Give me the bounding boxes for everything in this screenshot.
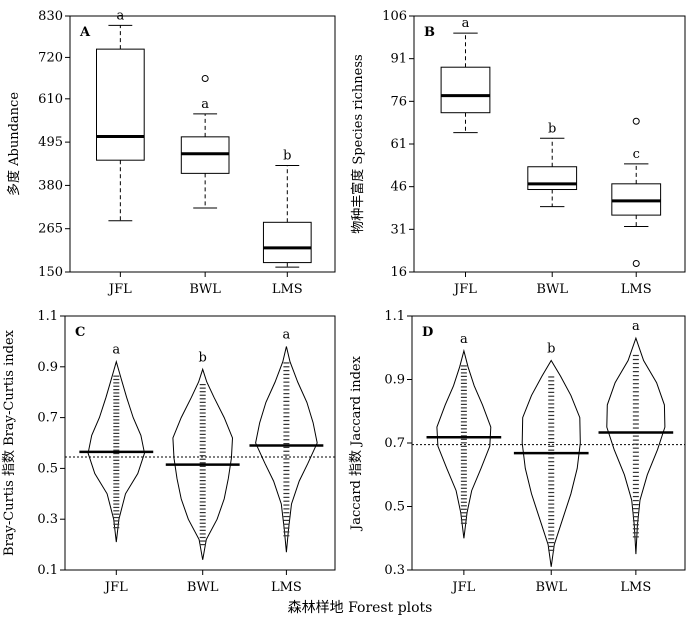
y-axis-title: 多度 Abundance xyxy=(6,92,22,196)
significance-letter: a xyxy=(116,8,124,23)
iqr-box xyxy=(96,48,145,161)
x-category-label: LMS xyxy=(620,580,651,595)
panel-C: 0.1 0.3 0.5 0.7 0.9 1.1 JFL BWL LMS C Bray-Curtis … xyxy=(2,309,336,595)
violin-JFL: a xyxy=(426,332,502,539)
y-tick-label: 610 xyxy=(38,92,63,107)
violin-outline xyxy=(172,367,234,560)
y-tick-label: 265 xyxy=(38,222,63,237)
violin-outline xyxy=(87,359,146,543)
y-tick-label: 31 xyxy=(390,222,407,237)
box-LMS: c xyxy=(611,117,662,267)
significance-letter: c xyxy=(633,147,640,162)
y-tick-label: 0.9 xyxy=(37,360,58,375)
x-category-label: JFL xyxy=(107,282,132,297)
significance-letter: a xyxy=(283,327,291,342)
violin-LMS: a xyxy=(598,319,674,555)
outlier-point xyxy=(632,259,640,267)
box-JFL: a xyxy=(440,16,491,134)
iqr-box xyxy=(527,166,578,191)
x-category-label: JFL xyxy=(450,580,475,595)
box-BWL: a xyxy=(180,74,230,209)
violin-outline xyxy=(606,336,666,555)
x-category-label: BWL xyxy=(535,580,567,595)
significance-letter: b xyxy=(199,350,207,365)
violin-JFL: a xyxy=(79,343,154,543)
panel-letter: B xyxy=(424,25,435,40)
y-tick-label: 380 xyxy=(38,178,63,193)
y-tick-label: 495 xyxy=(38,135,63,150)
plot-frame xyxy=(413,15,686,273)
y-tick-label: 91 xyxy=(390,52,407,67)
significance-letter: b xyxy=(283,148,291,163)
iqr-box xyxy=(262,221,312,264)
y-tick-label: 0.1 xyxy=(37,563,58,578)
y-tick-label: 46 xyxy=(390,180,407,195)
box-LMS: b xyxy=(262,148,312,268)
y-tick-label: 830 xyxy=(38,9,63,24)
plot-frame xyxy=(69,15,336,273)
y-tick-label: 76 xyxy=(390,94,407,109)
significance-letter: b xyxy=(548,121,556,136)
violin-outline xyxy=(436,348,492,539)
y-tick-label: 16 xyxy=(390,265,407,280)
violin-outline xyxy=(521,359,581,567)
x-category-label: LMS xyxy=(272,282,303,297)
y-tick-label: 0.3 xyxy=(37,512,58,527)
y-tick-label: 0.3 xyxy=(384,563,405,578)
y-tick-label: 0.7 xyxy=(37,411,58,426)
outlier-point xyxy=(632,117,640,125)
x-axis-title: 森林样地 Forest plots xyxy=(288,600,433,616)
panel-A: 150 265 380 495 610 720 830 JFL BWL LMS A 多度 Abunda… xyxy=(6,8,336,297)
significance-letter: a xyxy=(201,97,209,112)
x-category-label: LMS xyxy=(271,580,302,595)
violin-BWL: b xyxy=(513,341,589,567)
violin-outline xyxy=(255,346,318,553)
y-axis-title: Bray-Curtis 指数 Bray-Curtis index xyxy=(2,329,17,556)
significance-letter: a xyxy=(112,343,120,358)
significance-letter: b xyxy=(547,341,555,356)
x-category-label: LMS xyxy=(621,282,652,297)
box-BWL: b xyxy=(527,121,578,208)
y-tick-label: 106 xyxy=(382,9,407,24)
x-category-label: JFL xyxy=(103,580,128,595)
panel-B: 16 31 46 61 76 91 106 JFL BWL LMS B 物种丰富度 Species r… xyxy=(350,9,686,297)
y-axis-title: 物种丰富度 Species richness xyxy=(350,54,366,233)
panel-D: 0.3 0.5 0.7 0.9 1.1 JFL BWL LMS D Jaccard 指数 Jacc… xyxy=(349,309,686,595)
y-tick-label: 0.5 xyxy=(37,461,58,476)
y-tick-label: 1.1 xyxy=(37,309,58,324)
panel-letter: C xyxy=(75,325,85,340)
x-category-label: JFL xyxy=(452,282,477,297)
panel-letter: D xyxy=(422,325,433,340)
y-tick-label: 0.9 xyxy=(384,373,405,388)
y-tick-label: 1.1 xyxy=(384,309,405,324)
y-tick-label: 720 xyxy=(38,50,63,65)
outlier-point xyxy=(201,74,209,82)
significance-letter: a xyxy=(462,16,470,31)
y-tick-label: 61 xyxy=(390,137,407,152)
y-axis-title: Jaccard 指数 Jaccard index xyxy=(349,355,364,532)
y-tick-label: 0.5 xyxy=(384,500,405,515)
x-category-label: BWL xyxy=(189,282,221,297)
iqr-box xyxy=(440,66,491,114)
x-category-label: BWL xyxy=(536,282,568,297)
panel-letter: A xyxy=(79,25,91,40)
significance-letter: a xyxy=(460,332,468,347)
box-JFL: a xyxy=(96,8,145,222)
significance-letter: a xyxy=(632,319,640,334)
violin-LMS: a xyxy=(249,327,324,553)
y-tick-label: 0.7 xyxy=(384,436,405,451)
y-tick-label: 150 xyxy=(38,265,63,280)
plot-frame xyxy=(64,315,336,571)
violin-BWL: b xyxy=(165,350,240,560)
x-category-label: BWL xyxy=(187,580,219,595)
